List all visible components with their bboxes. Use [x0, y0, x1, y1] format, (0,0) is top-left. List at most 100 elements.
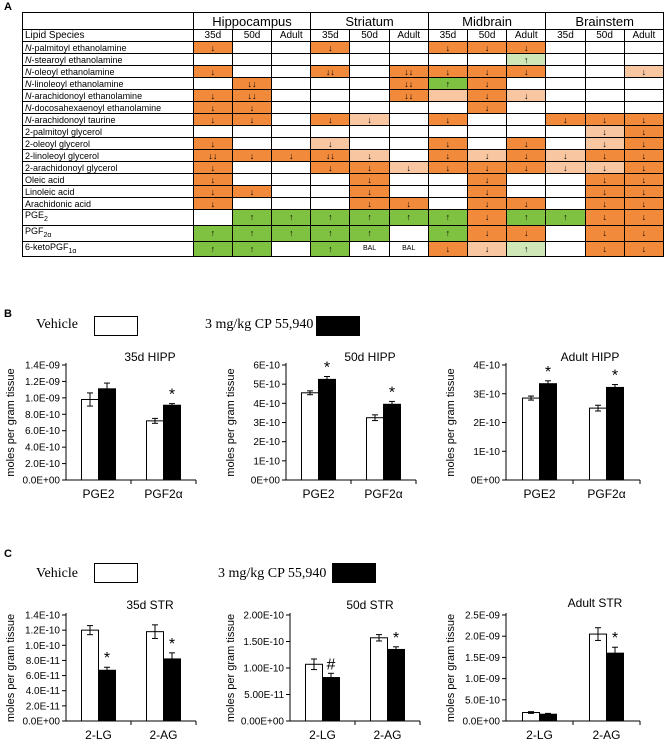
lipid-name: N-palmitoyl ethanolamine — [22, 41, 194, 54]
chart-adult-hipp: Adult HIPP moles per gram tissue 0E+00 1E-1… — [445, 350, 641, 501]
chart-50d-str: 50d STR moles per gram tissue 0.00E+00 5.00… — [225, 598, 421, 742]
heat-cell — [231, 53, 273, 66]
heat-cell: ↓ — [584, 125, 625, 138]
y-tick-label: 2E-10 — [253, 437, 280, 448]
heat-cell: ↓↓ — [310, 149, 351, 162]
heat-cell — [388, 173, 429, 186]
y-tick-label: 6E-10 — [253, 361, 280, 372]
heat-cell: ↓ — [192, 101, 233, 114]
y-tick-label: 0.0E+00 — [22, 476, 60, 487]
heat-cell: ↓ — [545, 113, 586, 126]
heat-cell — [310, 185, 351, 198]
lipid-row: Arachidonic acid ↓ ↓ ↓ ↓ ↓ ↓ ↓ — [22, 197, 665, 210]
legend-treatment-label: 3 mg/kg CP 55,940 — [205, 317, 314, 332]
bar-treatment — [383, 403, 401, 481]
lipid-row: 2-oleoyl glycerol ↓ ↓ ↓ ↓ ↓ ↓ — [22, 137, 665, 150]
lipid-name-text: -stearoyl ethanolamine — [31, 54, 123, 65]
heat-cell: ↓ — [310, 161, 351, 174]
significance-marker: * — [393, 630, 399, 647]
heat-cell — [231, 41, 273, 54]
y-tick-label: 1.50E-10 — [243, 637, 284, 648]
heat-cell — [271, 197, 312, 210]
heat-cell — [271, 77, 312, 90]
heat-cell: ↓ — [349, 149, 390, 162]
chart-35d-str: 35d STR moles per gram tissue 0.0E+00 2.0E-… — [5, 598, 197, 742]
chart-50d-hipp: 50d HIPP moles per gram tissue 0E+00 1E-10 2… — [225, 350, 417, 501]
heat-cell: ↓ — [545, 161, 586, 174]
y-tick-label: 1.0E-09 — [25, 393, 60, 404]
chart-title: 35d HIPP — [124, 350, 175, 364]
y-tick-label: 0E+00 — [251, 476, 281, 487]
bar-vehicle — [305, 663, 323, 722]
heat-cell: ↓ — [427, 65, 469, 78]
x-category-label: PGE2 — [302, 487, 334, 501]
bar-vehicle — [522, 397, 540, 481]
heat-cell — [466, 113, 508, 126]
heat-cell: ↓ — [584, 197, 625, 210]
heat-cell — [231, 197, 273, 210]
lipid-name-prefix: N — [25, 78, 32, 89]
lipid-name-text: PGF — [25, 225, 44, 236]
heat-cell: ↑ — [271, 209, 312, 226]
heat-cell — [584, 77, 625, 90]
age-header: 50d — [584, 29, 625, 42]
heat-cell: ↑ — [310, 224, 351, 242]
heat-cell: ↓ — [584, 161, 625, 174]
heat-cell: ↓ — [623, 137, 665, 150]
heat-cell — [310, 53, 351, 66]
heat-cell: ↓ — [192, 113, 233, 126]
lipid-name: Arachidonic acid — [22, 197, 194, 210]
heat-cell: ↓ — [427, 240, 469, 258]
y-tick-label: 2.00E-10 — [243, 611, 284, 622]
heat-cell: ↑ — [506, 53, 547, 66]
bar-treatment — [98, 388, 116, 481]
heat-cell — [388, 41, 429, 54]
heat-cell: ↑ — [231, 240, 273, 258]
heat-cell: ↓ — [466, 224, 508, 242]
heat-cell: ↑ — [231, 209, 273, 226]
heat-cell — [388, 149, 429, 162]
lipid-name: N-linoleoyl ethanolamine — [22, 77, 194, 90]
lipid-name-text: -arachidonoyl taurine — [31, 114, 116, 125]
y-tick-label: 1E-10 — [253, 456, 280, 467]
y-tick-label: 0.0E+00 — [22, 717, 60, 728]
heat-cell: ↓↓ — [388, 65, 429, 78]
legend-treatment-label-c: 3 mg/kg CP 55,940 — [218, 566, 327, 581]
heat-cell: ↓ — [623, 173, 665, 186]
lipid-row: 2-palmitoyl glycerol ↓ ↓ — [22, 125, 665, 138]
panel-label-a: A — [4, 1, 12, 13]
lipid-name: PGE2 — [22, 209, 194, 226]
heat-cell — [388, 125, 429, 138]
heat-cell — [427, 197, 469, 210]
heat-cell: ↑ — [192, 224, 233, 242]
heat-cell — [271, 185, 312, 198]
heat-cell: ↓ — [192, 185, 233, 198]
age-header: 50d — [231, 29, 273, 42]
region-header-row: Hippocampus Striatum Midbrain Brainstem — [22, 12, 664, 30]
heat-cell — [349, 41, 390, 54]
lipid-name-prefix: N — [25, 102, 32, 113]
y-axis-label: moles per gram tissue — [225, 614, 237, 722]
legend-vehicle-swatch — [94, 316, 138, 336]
lipid-name: Oleic acid — [22, 173, 194, 186]
heat-cell: ↓ — [466, 240, 508, 258]
heat-cell — [310, 89, 351, 102]
y-tick-label: 3E-10 — [253, 418, 280, 429]
heat-cell: ↓ — [506, 224, 547, 242]
heat-cell: ↓ — [623, 224, 665, 242]
bar-vehicle — [589, 633, 607, 722]
heat-cell — [271, 89, 312, 102]
y-axis-label: moles per gram tissue — [225, 368, 237, 476]
lipid-row: 2-linoleoyl glycerol ↓↓ ↓ ↓ ↓↓ ↓ ↓ ↓ ↓ ↓ ↓ ↓ — [22, 149, 665, 162]
heat-cell — [623, 89, 665, 102]
y-tick-label: 0E+00 — [471, 476, 501, 487]
lipid-name: 2-arachidonoyl glycerol — [22, 161, 194, 174]
heat-cell: ↓ — [310, 137, 351, 150]
lipid-row: N-linoleoyl ethanolamine ↓↓ ↓↓ ↑ ↓ — [22, 77, 665, 90]
heat-cell: ↓ — [506, 137, 547, 150]
heat-cell: ↓ — [623, 149, 665, 162]
y-tick-label: 5.0E-10 — [465, 695, 500, 706]
heat-cell — [271, 101, 312, 114]
lipid-name: PGF2α — [22, 224, 194, 242]
heat-cell — [545, 53, 586, 66]
